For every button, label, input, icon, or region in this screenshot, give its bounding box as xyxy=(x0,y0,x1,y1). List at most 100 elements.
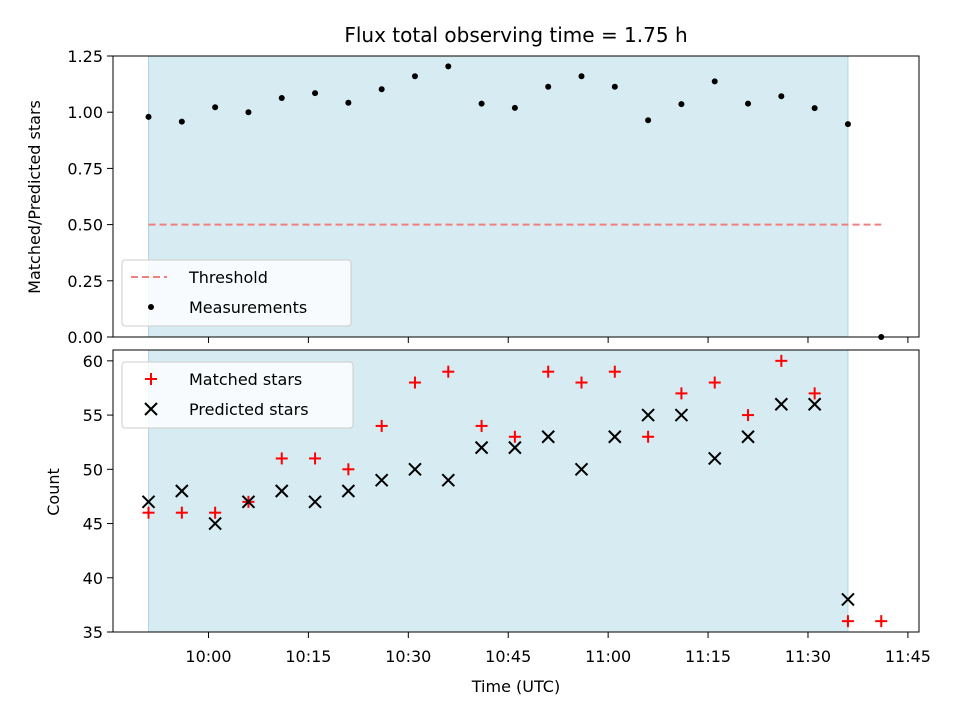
predicted-star-point xyxy=(741,430,755,444)
measurement-point xyxy=(678,101,685,108)
y-tick-label: 40 xyxy=(83,569,103,588)
matched-star-point xyxy=(875,615,888,628)
matched-star-point xyxy=(841,615,854,628)
measurement-point xyxy=(811,105,818,112)
predicted-star-point xyxy=(275,484,289,498)
measurement-point xyxy=(378,86,385,93)
x-marker-b xyxy=(474,440,489,455)
predicted-star-point xyxy=(641,408,655,422)
legend-label: Matched stars xyxy=(189,370,302,389)
predicted-star-point xyxy=(841,592,855,607)
x-marker-b xyxy=(774,397,789,411)
x-marker-b xyxy=(807,397,822,411)
bottom-y-axis-label: Count xyxy=(44,468,63,516)
matched-star-point xyxy=(775,354,788,367)
x-marker-b xyxy=(308,495,322,509)
measurement-point xyxy=(511,104,518,111)
x-tick-label: 10:45 xyxy=(485,647,531,666)
axes-frame xyxy=(112,55,920,338)
predicted-star-point xyxy=(708,451,722,466)
x-marker-b xyxy=(741,430,755,444)
x-tick-label: 10:15 xyxy=(285,647,331,666)
x-marker-b xyxy=(241,495,256,509)
predicted-star-point xyxy=(541,430,555,444)
y-tick-label: 60 xyxy=(83,352,103,371)
matched-star-point xyxy=(475,419,488,432)
measurement-point xyxy=(245,109,252,116)
matched-star-point xyxy=(442,365,455,378)
x-marker-b xyxy=(408,462,422,477)
x-marker-b xyxy=(208,516,222,531)
measurement-point xyxy=(545,83,552,90)
y-tick-label: 1.00 xyxy=(67,103,103,122)
matched-star-point xyxy=(542,365,555,378)
matched-star-point xyxy=(408,376,421,389)
predicted-star-point xyxy=(308,495,322,509)
matched-star-point xyxy=(742,409,755,422)
matched-star-point xyxy=(808,387,821,400)
measurement-point xyxy=(278,95,285,102)
matched-star-point xyxy=(142,506,155,519)
matched-star-point xyxy=(209,506,222,519)
y-tick-label: 0.50 xyxy=(67,216,103,235)
x-marker-b xyxy=(674,408,689,422)
matched-star-point xyxy=(508,430,521,443)
matched-star-point xyxy=(309,452,322,465)
x-tick-label: 11:45 xyxy=(885,647,931,666)
legend-measurement-swatch xyxy=(148,304,154,310)
legend-label: Threshold xyxy=(188,268,268,287)
x-marker-b xyxy=(341,484,356,498)
legend-predicted-swatch-b xyxy=(144,402,158,416)
measurement-point xyxy=(478,100,485,107)
measurement-point xyxy=(445,63,452,70)
predicted-star-point xyxy=(574,462,589,477)
predicted-star-point xyxy=(341,484,356,498)
x-marker-b xyxy=(441,473,455,487)
predicted-star-point xyxy=(474,440,489,455)
x-marker-b xyxy=(641,408,655,422)
predicted-star-point xyxy=(208,516,222,531)
y-tick-label: 35 xyxy=(83,623,103,642)
measurement-point xyxy=(145,113,152,120)
x-tick-label: 11:00 xyxy=(585,647,631,666)
matched-star-point xyxy=(608,365,621,378)
legend-label: Measurements xyxy=(189,298,307,317)
legend-label: Predicted stars xyxy=(189,400,309,419)
y-tick-label: 45 xyxy=(83,515,103,534)
x-marker-b xyxy=(374,473,389,487)
legend: Matched stars Predicted stars xyxy=(121,361,354,429)
measurement-point xyxy=(611,83,618,90)
x-tick-label: 10:30 xyxy=(385,647,431,666)
predicted-star-point xyxy=(408,462,422,477)
x-marker-b xyxy=(608,430,622,444)
matched-star-point xyxy=(575,376,588,389)
predicted-star-point xyxy=(441,473,455,487)
predicted-star-point xyxy=(175,484,189,498)
legend: Threshold Measurements xyxy=(121,259,352,327)
predicted-star-point xyxy=(674,408,689,422)
measurement-point xyxy=(312,90,319,97)
y-tick-label: 0.75 xyxy=(67,159,103,178)
axes-frame xyxy=(112,349,920,633)
measurement-point xyxy=(578,73,585,80)
matched-star-point xyxy=(275,452,288,465)
predicted-star-point xyxy=(374,473,389,487)
measurement-point xyxy=(645,117,652,124)
top-panel: 0.00 0.25 0.50 0.75 1.00 1.25 Threshold Measure… xyxy=(67,47,920,347)
bottom-panel: 35 40 45 50 55 60 10:00 10:15 10:30 10:45 11:00 11:… xyxy=(83,349,931,666)
matched-star-point xyxy=(675,387,688,400)
x-marker-b xyxy=(175,484,189,498)
x-marker-b xyxy=(841,592,855,607)
y-tick-label: 50 xyxy=(83,460,103,479)
x-marker-b xyxy=(275,484,289,498)
y-tick-label: 1.25 xyxy=(67,47,103,66)
predicted-star-point xyxy=(807,397,822,411)
matched-star-point xyxy=(175,506,188,519)
x-tick-label: 10:00 xyxy=(185,647,231,666)
x-tick-label: 11:15 xyxy=(685,647,731,666)
x-marker-b xyxy=(141,495,156,509)
legend-box xyxy=(121,361,354,429)
measurement-point xyxy=(411,73,418,80)
measurement-point xyxy=(345,99,352,106)
